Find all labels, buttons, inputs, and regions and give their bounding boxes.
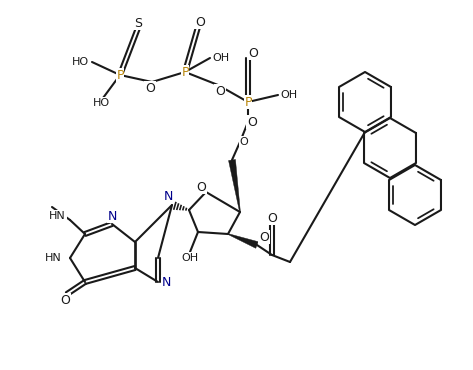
Text: OH: OH xyxy=(280,90,297,100)
Text: O: O xyxy=(259,231,269,243)
Text: O: O xyxy=(60,293,70,306)
Text: O: O xyxy=(195,16,205,28)
Text: HO: HO xyxy=(72,57,89,67)
Text: P: P xyxy=(116,68,124,81)
Text: OH: OH xyxy=(182,253,199,263)
Text: O: O xyxy=(196,181,206,194)
Text: S: S xyxy=(134,17,142,30)
Text: P: P xyxy=(244,95,252,108)
Text: HN: HN xyxy=(49,211,66,221)
Text: O: O xyxy=(145,81,155,94)
Text: O: O xyxy=(240,137,248,147)
Text: P: P xyxy=(181,65,189,78)
Text: HN: HN xyxy=(45,253,62,263)
Text: HO: HO xyxy=(92,98,110,108)
Text: OH: OH xyxy=(212,53,229,63)
Polygon shape xyxy=(228,159,240,212)
Text: O: O xyxy=(247,115,257,128)
Text: O: O xyxy=(248,47,258,60)
Text: N: N xyxy=(107,209,117,222)
Text: N: N xyxy=(161,276,171,289)
Text: O: O xyxy=(267,212,277,225)
Text: O: O xyxy=(215,84,225,98)
Text: N: N xyxy=(163,189,173,202)
Polygon shape xyxy=(228,233,258,248)
